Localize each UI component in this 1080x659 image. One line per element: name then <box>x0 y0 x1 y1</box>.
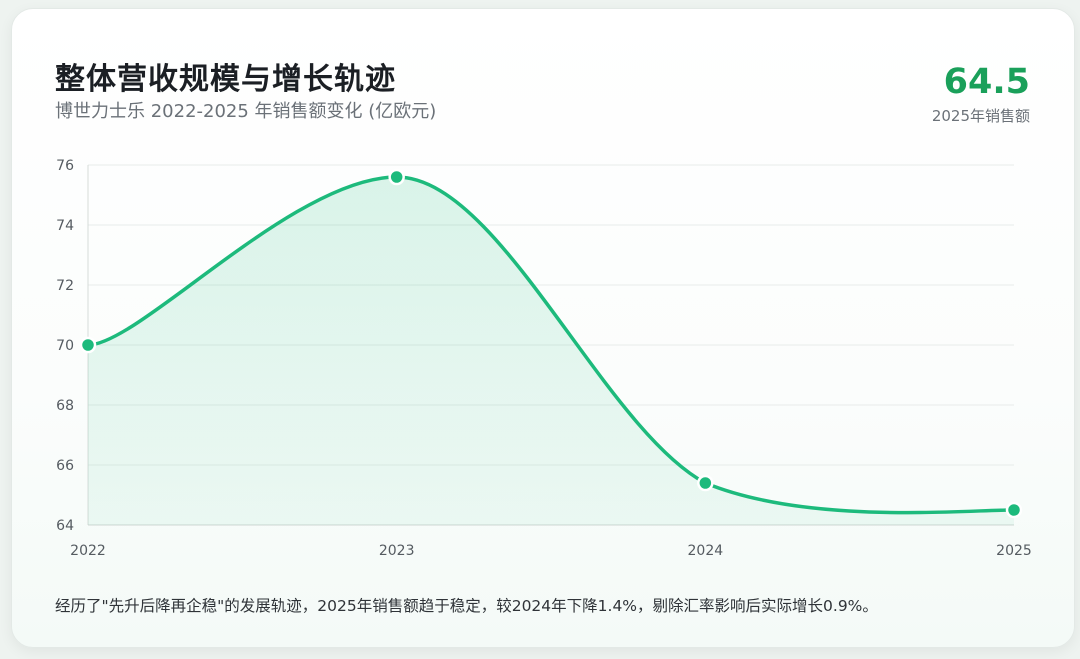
x-tick-label: 2023 <box>379 543 415 559</box>
chart-footnote: 经历了"先升后降再企稳"的发展轨迹，2025年销售额趋于稳定，较2024年下降1… <box>55 597 878 615</box>
series-area <box>88 177 1014 525</box>
y-tick-label: 68 <box>56 398 74 414</box>
chart-title: 整体营收规模与增长轨迹 <box>55 62 396 97</box>
y-tick-label: 72 <box>56 278 74 294</box>
chart-subtitle: 博世力士乐 2022-2025 年销售额变化 (亿欧元) <box>55 101 437 122</box>
data-point <box>388 168 405 186</box>
kpi-label: 2025年销售额 <box>931 107 1030 125</box>
x-tick-label: 2022 <box>70 543 106 559</box>
y-tick-label: 76 <box>56 158 74 174</box>
x-tick-label: 2025 <box>996 543 1032 559</box>
kpi-value: 64.5 <box>943 62 1030 102</box>
y-tick-label: 64 <box>56 518 74 534</box>
data-point <box>79 336 97 354</box>
data-point <box>697 474 714 492</box>
y-tick-label: 74 <box>56 218 74 234</box>
y-tick-label: 66 <box>56 458 74 474</box>
x-tick-label: 2024 <box>688 543 724 559</box>
data-point <box>1005 501 1023 519</box>
y-tick-label: 70 <box>56 338 74 354</box>
series-line <box>86 175 1016 515</box>
